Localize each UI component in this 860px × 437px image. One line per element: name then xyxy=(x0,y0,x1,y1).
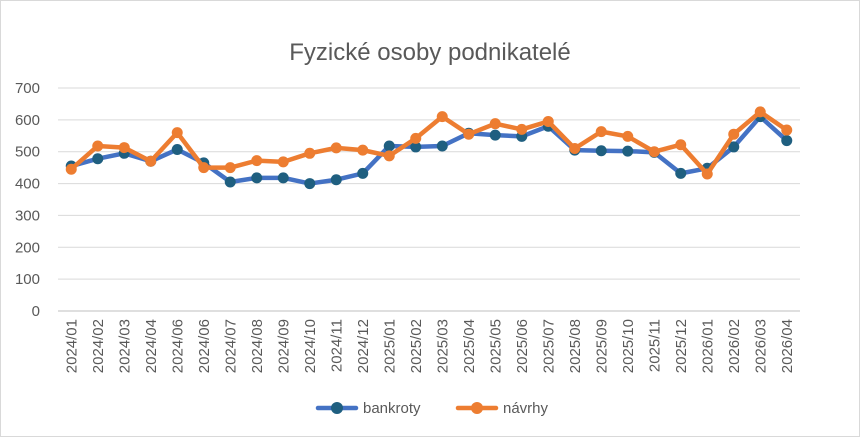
x-tick-label: 2025/02 xyxy=(408,319,425,373)
x-tick-label: 2024/01 xyxy=(63,319,80,373)
data-point-návrhy xyxy=(595,126,607,138)
data-point-bankroty xyxy=(251,172,263,184)
data-point-bankroty xyxy=(383,140,395,152)
y-tick-label: 600 xyxy=(15,112,40,129)
data-point-bankroty xyxy=(171,143,183,155)
data-point-návrhy xyxy=(92,140,104,152)
x-tick-label: 2024/11 xyxy=(328,319,345,372)
data-point-návrhy xyxy=(542,115,554,127)
data-point-návrhy xyxy=(516,123,528,135)
data-point-návrhy xyxy=(383,150,395,162)
data-point-návrhy xyxy=(251,155,263,167)
data-point-návrhy xyxy=(357,144,369,156)
data-point-návrhy xyxy=(198,162,210,174)
x-tick-label: 2024/04 xyxy=(143,319,160,373)
x-tick-label: 2025/08 xyxy=(567,319,584,373)
legend-marker-bankroty xyxy=(331,402,343,414)
data-point-návrhy xyxy=(489,118,501,130)
x-tick-label: 2024/07 xyxy=(222,319,239,373)
y-tick-label: 100 xyxy=(15,271,40,288)
data-point-návrhy xyxy=(304,147,316,159)
y-tick-label: 400 xyxy=(15,176,40,193)
legend: bankroty návrhy xyxy=(315,400,549,417)
x-tick-label: 2025/05 xyxy=(487,319,504,373)
y-axis: 0 100 200 300 400 500 600 700 xyxy=(15,80,40,320)
x-tick-label: 2025/12 xyxy=(673,319,690,373)
x-tick-label: 2025/11 xyxy=(646,319,663,372)
data-point-bankroty xyxy=(489,129,501,141)
x-tick-label: 2025/06 xyxy=(514,319,531,373)
x-tick-label: 2024/12 xyxy=(355,319,372,373)
data-point-návrhy xyxy=(781,124,793,136)
series-line-návrhy xyxy=(69,109,789,177)
data-point-návrhy xyxy=(171,127,183,139)
data-point-návrhy xyxy=(675,139,687,151)
data-point-bankroty xyxy=(595,145,607,157)
series-group xyxy=(65,106,793,190)
data-point-návrhy xyxy=(436,111,448,123)
x-tick-label: 2024/09 xyxy=(275,319,292,373)
y-tick-label: 300 xyxy=(15,207,40,224)
x-tick-label: 2025/09 xyxy=(593,319,610,373)
x-tick-label: 2025/10 xyxy=(620,319,637,373)
x-tick-label: 2024/03 xyxy=(116,319,133,373)
y-tick-label: 0 xyxy=(32,303,40,320)
data-point-návrhy xyxy=(728,128,740,140)
x-axis: 2024/01 2024/02 2024/03 2024/04 2024/06 2024/… xyxy=(63,319,796,373)
x-tick-label: 2024/10 xyxy=(302,319,319,373)
legend-label: návrhy xyxy=(503,400,549,417)
data-point-návrhy xyxy=(330,142,342,154)
data-point-bankroty xyxy=(224,176,236,188)
x-tick-label: 2024/02 xyxy=(90,319,107,373)
data-point-bankroty xyxy=(92,153,104,165)
series-line-bankroty xyxy=(69,114,789,186)
x-tick-label: 2024/06 xyxy=(196,319,213,373)
x-tick-label: 2026/01 xyxy=(699,319,716,373)
chart-title: Fyzické osoby podnikatelé xyxy=(289,39,570,66)
data-point-návrhy xyxy=(701,168,713,180)
data-point-návrhy xyxy=(277,156,289,168)
data-point-bankroty xyxy=(304,178,316,190)
data-point-návrhy xyxy=(65,163,77,175)
data-point-bankroty xyxy=(357,167,369,179)
x-tick-label: 2026/04 xyxy=(779,319,796,373)
legend-marker-návrhy xyxy=(471,402,483,414)
x-tick-label: 2024/06 xyxy=(169,319,186,373)
x-tick-label: 2025/01 xyxy=(381,319,398,373)
y-tick-label: 700 xyxy=(15,80,40,97)
x-tick-label: 2024/08 xyxy=(249,319,266,373)
data-point-návrhy xyxy=(754,106,766,118)
gridlines xyxy=(58,87,800,312)
y-tick-label: 500 xyxy=(15,144,40,161)
data-point-návrhy xyxy=(145,155,157,167)
data-point-návrhy xyxy=(648,146,660,158)
x-tick-label: 2025/07 xyxy=(540,319,557,373)
data-point-bankroty xyxy=(410,141,422,153)
legend-label: bankroty xyxy=(363,400,421,417)
x-tick-label: 2025/03 xyxy=(434,319,451,373)
data-point-návrhy xyxy=(118,142,130,154)
data-point-návrhy xyxy=(569,143,581,155)
data-point-návrhy xyxy=(622,130,634,142)
data-point-bankroty xyxy=(436,140,448,152)
x-tick-label: 2026/02 xyxy=(726,319,743,373)
x-tick-label: 2025/04 xyxy=(461,319,478,373)
data-point-bankroty xyxy=(675,167,687,179)
data-point-bankroty xyxy=(781,135,793,147)
data-point-bankroty xyxy=(277,172,289,184)
data-point-návrhy xyxy=(410,132,422,144)
y-tick-label: 200 xyxy=(15,239,40,256)
data-point-návrhy xyxy=(463,128,475,140)
x-tick-label: 2026/03 xyxy=(752,319,769,373)
data-point-bankroty xyxy=(330,174,342,186)
data-point-návrhy xyxy=(224,162,236,174)
data-point-bankroty xyxy=(622,145,634,157)
data-point-bankroty xyxy=(728,141,740,153)
